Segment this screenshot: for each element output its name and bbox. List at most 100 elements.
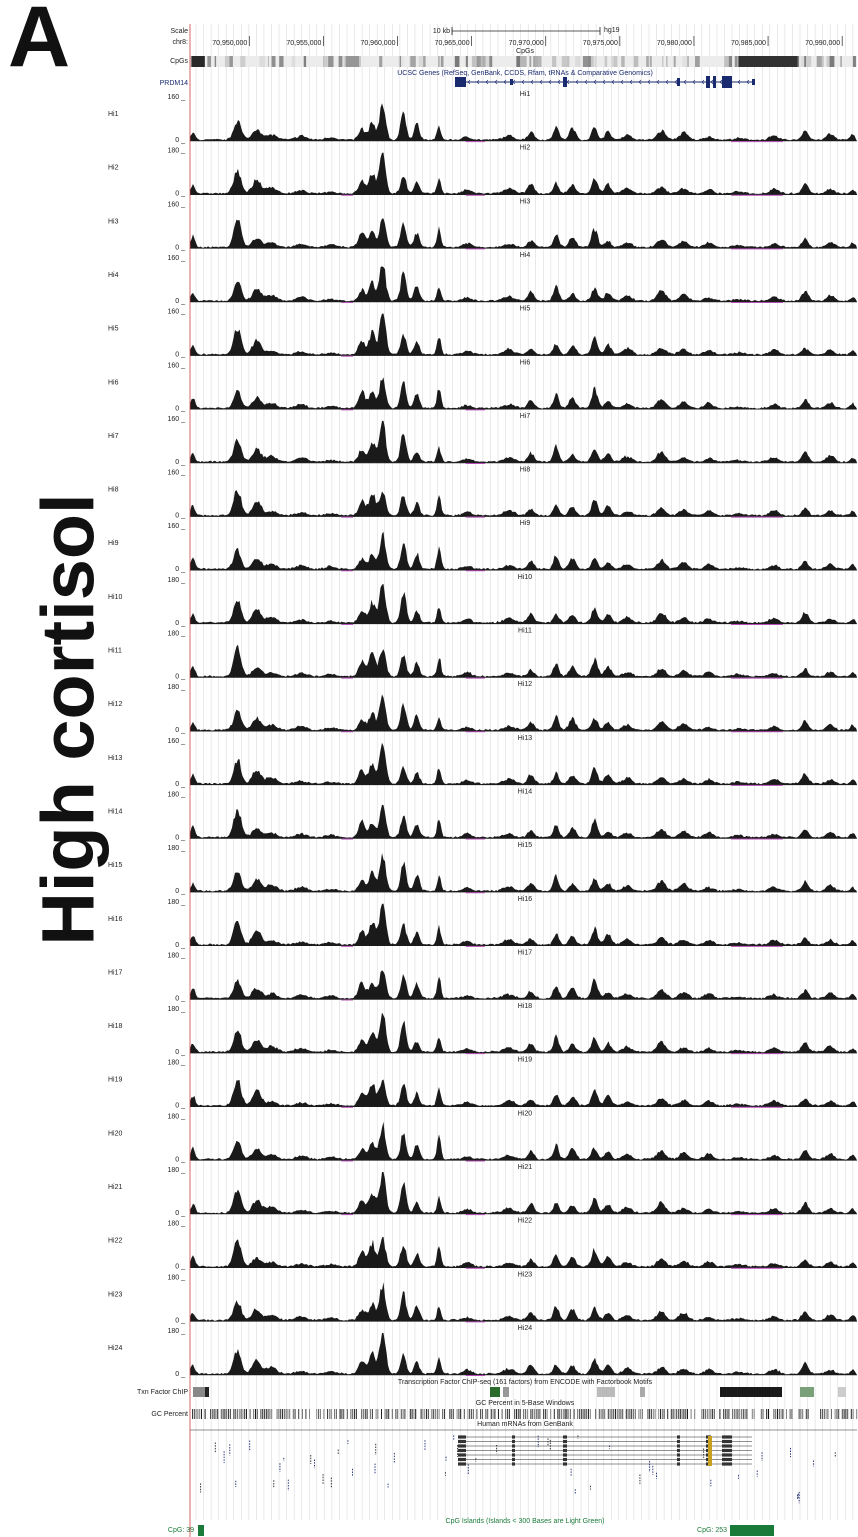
cpg-density-mark	[666, 56, 668, 67]
gene-strand-arrow	[611, 79, 615, 85]
gc-bar	[712, 1409, 714, 1419]
mrna-exon	[458, 1462, 466, 1466]
gc-bar	[823, 1409, 825, 1419]
gc-bar	[706, 1409, 708, 1419]
gc-bar	[577, 1409, 579, 1419]
track-label: Hi20	[108, 1130, 123, 1137]
signal-area	[190, 152, 857, 195]
gc-bar	[562, 1409, 564, 1419]
track-title: Hi4	[520, 252, 531, 259]
gc-bar	[543, 1409, 544, 1419]
gene-exon	[677, 78, 680, 86]
track-title: Hi2	[520, 145, 531, 152]
signal-track-hi10: Hi10 Hi10 180 _ 0 _	[108, 574, 857, 627]
gc-bar	[433, 1409, 435, 1419]
gc-bar	[760, 1409, 762, 1419]
txn-factor-block	[838, 1387, 846, 1397]
track-ymin-label: 0 _	[175, 1210, 185, 1217]
gc-bar	[681, 1409, 683, 1419]
mrna-exon	[512, 1453, 515, 1457]
cpg-density-mark	[214, 56, 217, 67]
signal-area	[190, 970, 857, 1000]
gc-bar	[361, 1409, 363, 1419]
gc-bar	[791, 1409, 793, 1419]
cpg-density-mark	[695, 56, 700, 67]
gc-bar	[710, 1409, 712, 1419]
gc-bar	[411, 1409, 413, 1419]
gc-bar	[343, 1409, 345, 1419]
gc-bar	[532, 1409, 534, 1419]
mrna-exon	[458, 1439, 466, 1444]
cpg-density-mark	[454, 56, 460, 67]
gc-bar	[519, 1409, 521, 1419]
gc-bar	[224, 1409, 226, 1419]
gc-bar	[415, 1409, 417, 1419]
gc-bar	[649, 1409, 651, 1419]
track-title: Hi24	[518, 1325, 533, 1332]
gc-bar	[404, 1409, 406, 1419]
gc-bar	[422, 1409, 424, 1419]
mrna-exon	[722, 1453, 732, 1457]
gc-bar	[235, 1409, 237, 1419]
gc-bar	[732, 1409, 733, 1419]
signal-area	[190, 490, 857, 517]
track-ymin-label: 0 _	[175, 298, 185, 305]
track-label: Hi11	[108, 648, 122, 655]
vertical-gridlines	[195, 24, 854, 1520]
track-title: Hi19	[518, 1057, 533, 1064]
gene-strand-arrow	[638, 79, 642, 85]
track-ymax-label: 160 _	[167, 309, 185, 316]
gc-bar	[377, 1409, 379, 1419]
gc-bar	[613, 1409, 615, 1419]
mrna-exon	[458, 1435, 466, 1439]
mrna-exon	[563, 1448, 567, 1453]
track-ymax-label: 160 _	[167, 523, 185, 530]
track-ymax-label: 160 _	[167, 362, 185, 369]
gc-bar	[215, 1409, 217, 1419]
gc-bar	[381, 1409, 382, 1419]
signal-track-hi12: Hi12 Hi12 180 _ 0 _	[108, 681, 857, 734]
mrna-exon	[512, 1439, 515, 1444]
track-ymin-label: 0 _	[175, 352, 185, 359]
track-title: Hi11	[518, 628, 532, 635]
gc-bar	[566, 1409, 568, 1419]
gc-bar	[249, 1409, 251, 1419]
mrna-exon	[563, 1439, 567, 1444]
gene-strand-arrow	[719, 79, 723, 85]
mrna-track	[190, 1429, 857, 1504]
gc-bar	[723, 1409, 724, 1419]
track-title: Hi7	[520, 413, 531, 420]
gc-bar	[631, 1409, 633, 1419]
gc-bar	[825, 1409, 827, 1419]
gc-bar	[388, 1409, 390, 1419]
gc-bar	[708, 1409, 710, 1419]
gc-bar	[778, 1409, 780, 1419]
track-title: Hi6	[520, 359, 531, 366]
gc-bar	[739, 1409, 741, 1419]
signal-area	[190, 804, 857, 839]
gc-bar	[375, 1409, 377, 1419]
track-ymin-label: 0 _	[175, 674, 185, 681]
gc-bar	[744, 1409, 746, 1419]
gc-bar	[847, 1409, 849, 1419]
signal-track-hi15: Hi15 Hi15 180 _ 0 _	[108, 842, 857, 895]
cpg-density-mark	[479, 56, 482, 67]
gc-bar	[397, 1409, 399, 1419]
mrna-exon	[563, 1444, 567, 1448]
track-ymin-label: 0 _	[175, 834, 185, 841]
track-title: Hi22	[518, 1218, 533, 1225]
gc-bar	[726, 1409, 728, 1419]
mrna-exon	[722, 1462, 732, 1466]
gc-bar	[364, 1409, 366, 1419]
track-ymax-label: 160 _	[167, 201, 185, 208]
gc-bar	[192, 1409, 193, 1419]
gc-bar	[283, 1409, 285, 1419]
track-label: Hi8	[108, 487, 119, 494]
gc-bar	[453, 1409, 454, 1419]
cpg-density-mark	[662, 56, 664, 67]
gene-exon	[563, 77, 567, 87]
cpg-density-mark	[482, 56, 488, 67]
mrna-exon	[677, 1462, 680, 1466]
cpg-island-right	[730, 1525, 774, 1536]
track-ymax-label: 160 _	[167, 416, 185, 423]
